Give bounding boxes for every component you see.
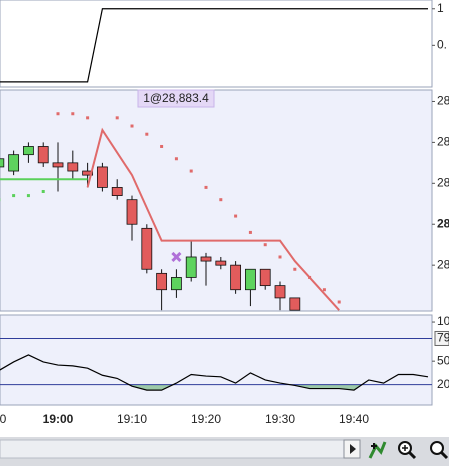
- stop-dot: [308, 275, 312, 279]
- level-box: [434, 330, 449, 346]
- annotation-box: [137, 89, 215, 108]
- plot-area: [0, 112, 341, 311]
- indicator-panel: [0, 314, 433, 406]
- candle-body: [111, 187, 123, 196]
- candle-body: [126, 199, 138, 225]
- top-panel: [0, 0, 433, 88]
- stop-dot: [86, 116, 90, 120]
- scrollbar[interactable]: [0, 439, 345, 459]
- candle-body: [289, 297, 301, 311]
- y-tick-label: 28: [437, 135, 449, 149]
- y-tick-label: 28: [437, 216, 449, 230]
- price-panel: [0, 89, 433, 312]
- stop-dot: [71, 112, 75, 116]
- candle-body: [274, 285, 286, 299]
- stop-dot: [322, 288, 326, 292]
- y-tick-label: 28: [437, 94, 449, 108]
- plot-area: [0, 337, 432, 391]
- stop-dot: [145, 132, 149, 136]
- stop-dot: [234, 214, 238, 218]
- candle-body: [200, 256, 212, 262]
- candle-body: [245, 268, 256, 291]
- y-tick-label: 1: [437, 1, 444, 15]
- shade-area: [129, 384, 362, 391]
- zoom-in-icon[interactable]: [398, 441, 417, 460]
- stop-dot: [189, 169, 193, 173]
- candle-body: [185, 256, 197, 278]
- x-tick-label: 19:20: [191, 412, 221, 426]
- series-line: [86, 127, 340, 311]
- y-tick-label: 10: [437, 314, 449, 328]
- x-tick-label: 19:10: [117, 412, 147, 426]
- candle-body: [52, 162, 64, 168]
- candle-body: [156, 272, 168, 291]
- y-tick-label: 50: [437, 353, 449, 367]
- stop-dot: [115, 116, 119, 120]
- x-tick-label: 19:40: [339, 412, 369, 426]
- tool-icon[interactable]: [367, 440, 387, 460]
- stop-dot: [293, 267, 297, 271]
- stop-dot: [160, 144, 164, 148]
- candle-body: [141, 227, 153, 270]
- series-line: [0, 8, 429, 83]
- x-tick-label: 19:30: [265, 412, 295, 426]
- candle-body: [171, 277, 182, 291]
- stop-dot: [12, 194, 16, 198]
- x-tick-label: 0: [0, 412, 7, 426]
- stop-dot: [130, 124, 134, 128]
- candle-body: [67, 162, 79, 172]
- stop-dot: [174, 157, 178, 161]
- candle-body: [0, 158, 5, 168]
- stop-dot: [263, 243, 267, 247]
- level-label: 79: [437, 331, 449, 345]
- zoom-out-icon[interactable]: [430, 441, 449, 460]
- plot-area: [0, 8, 429, 83]
- stop-dot: [248, 230, 252, 234]
- candle-body: [37, 146, 49, 164]
- candle-body: [8, 154, 20, 172]
- candle-body: [230, 264, 242, 291]
- stop-dot: [56, 112, 60, 116]
- stop-dot: [26, 194, 30, 198]
- candle-body: [259, 268, 271, 287]
- y-tick-label: 28: [437, 175, 449, 189]
- candle-body: [82, 170, 94, 176]
- candle-body: [215, 260, 227, 266]
- y-tick-label: 28: [437, 257, 449, 271]
- level-label: 20: [437, 377, 449, 391]
- candle-body: [97, 166, 108, 188]
- y-tick-label: 0.: [437, 37, 447, 51]
- stop-dot: [204, 185, 208, 189]
- scroll-arrow: [350, 444, 356, 454]
- annotation: 1@28,883.4: [143, 91, 209, 105]
- stop-dot: [278, 255, 282, 259]
- stop-dot: [219, 198, 223, 202]
- candle-body: [23, 146, 34, 156]
- x-tick-label: 19:00: [43, 412, 74, 426]
- stop-dot: [41, 189, 45, 193]
- series-line: [0, 354, 429, 391]
- trade-marker: [171, 251, 182, 263]
- stop-dot: [337, 300, 341, 304]
